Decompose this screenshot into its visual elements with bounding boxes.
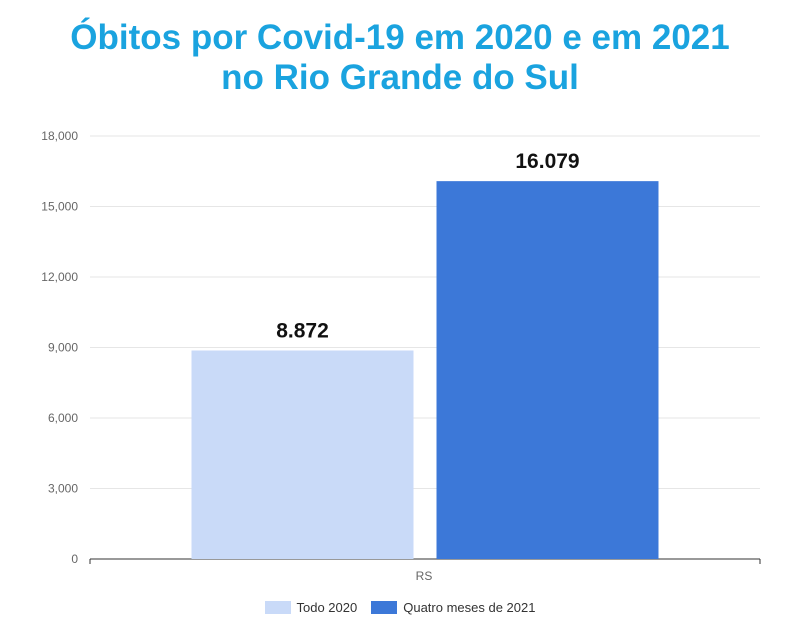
y-tick-label: 18,000 <box>41 129 78 143</box>
y-tick-label: 3,000 <box>48 482 78 496</box>
y-tick-label: 6,000 <box>48 411 78 425</box>
data-labels: 8.872 16.079 <box>276 150 579 342</box>
legend-item-2021[interactable]: Quatro meses de 2021 <box>371 600 535 615</box>
legend-swatch-2020 <box>264 601 291 614</box>
bar-2021[interactable] <box>436 181 659 559</box>
x-category-label: RS <box>416 569 433 583</box>
y-tick-label: 0 <box>71 552 78 566</box>
y-tick-label: 15,000 <box>41 200 78 214</box>
chart-title-line-1: Óbitos por Covid-19 em 2020 e em 2021 <box>70 18 730 57</box>
bars <box>191 181 659 559</box>
bar-2020[interactable] <box>191 350 414 559</box>
y-tick-label: 12,000 <box>41 270 78 284</box>
legend-label-2020: Todo 2020 <box>296 600 358 615</box>
y-tick-label: 9,000 <box>48 341 78 355</box>
chart-title-line-2: no Rio Grande do Sul <box>221 58 579 97</box>
legend-swatch-2021 <box>371 601 398 614</box>
data-label-2020: 8.872 <box>276 320 329 343</box>
y-axis: 0 3,000 6,000 9,000 12,000 15,000 18,000 <box>41 129 78 566</box>
legend-item-2020[interactable]: Todo 2020 <box>264 600 358 615</box>
legend-label-2021: Quatro meses de 2021 <box>403 600 536 615</box>
data-label-2021: 16.079 <box>515 150 579 173</box>
gridlines <box>89 135 761 564</box>
legend: Todo 2020 Quatro meses de 2021 <box>0 600 800 615</box>
